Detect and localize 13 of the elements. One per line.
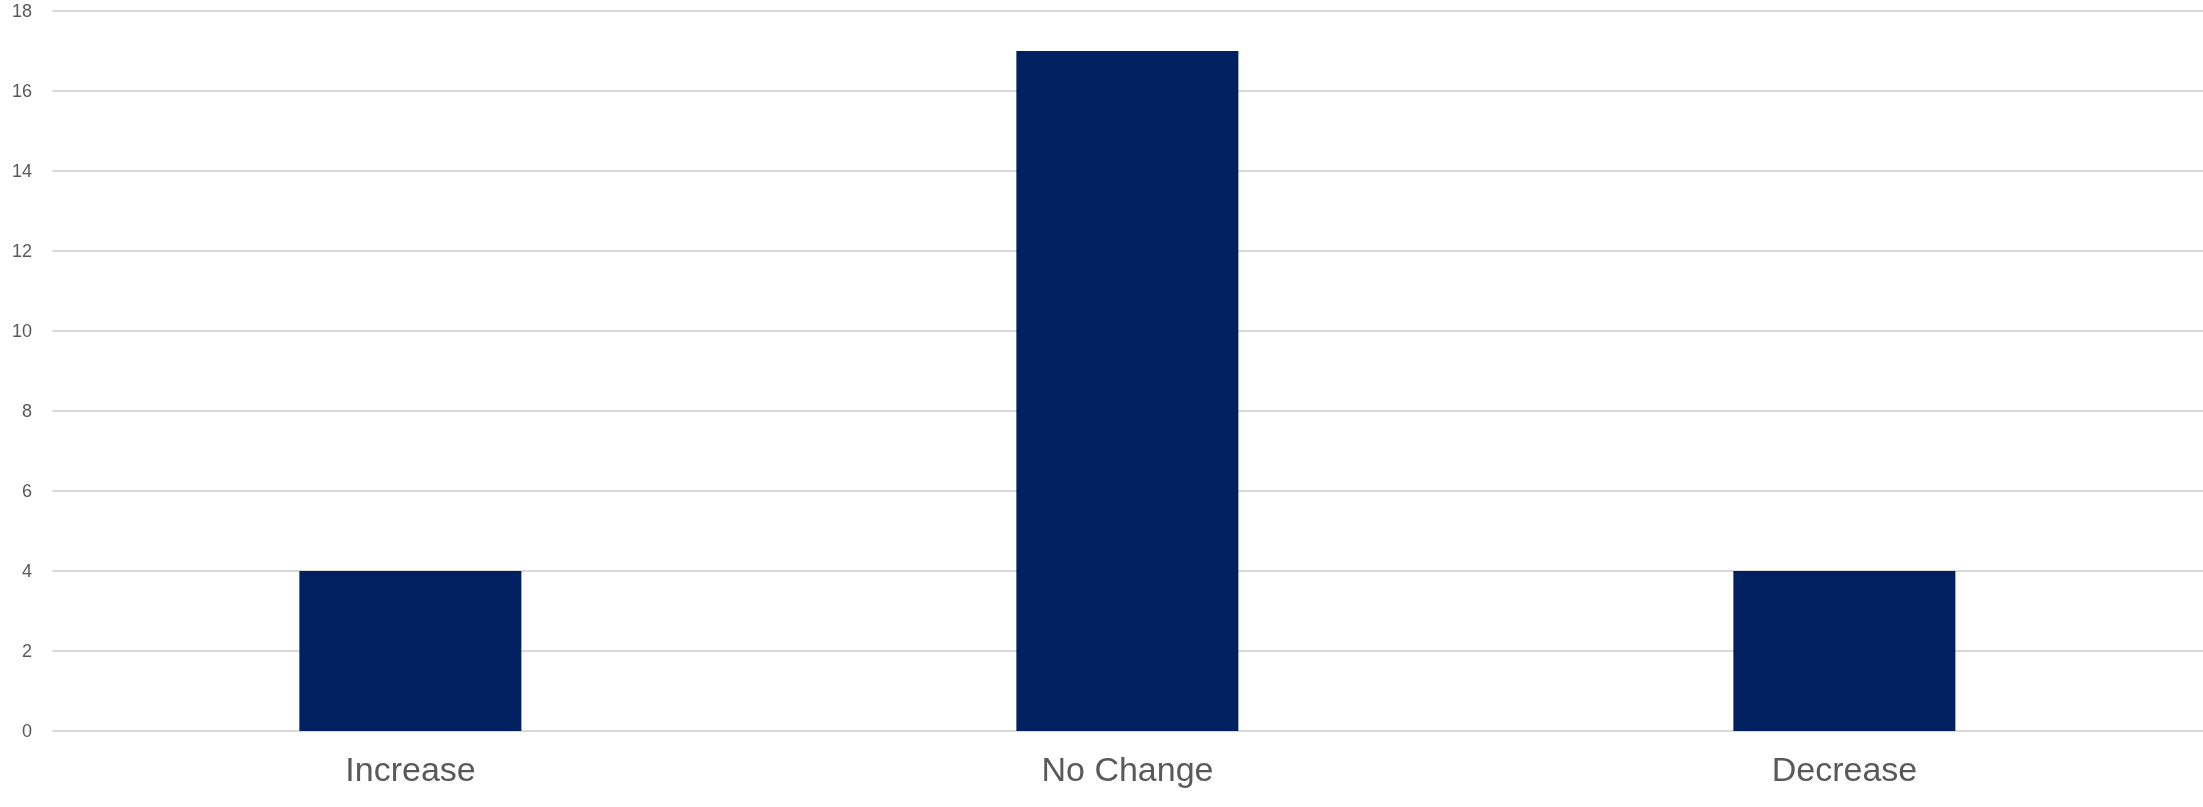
x-tick-label: No Change [1041,750,1214,789]
y-tick-label: 16 [11,81,32,102]
y-tick-label: 6 [21,481,32,502]
y-tick-label: 18 [11,1,32,22]
x-tick-label: Increase [345,750,476,789]
y-tick-label: 4 [21,561,32,582]
y-tick-label: 10 [11,321,32,342]
y-tick-label: 14 [11,161,32,182]
y-tick-label: 12 [11,241,32,262]
x-tick-label: Decrease [1771,750,1918,789]
y-tick-label: 8 [21,401,32,422]
y-tick-label: 0 [21,721,32,742]
y-tick-label: 2 [21,641,32,662]
